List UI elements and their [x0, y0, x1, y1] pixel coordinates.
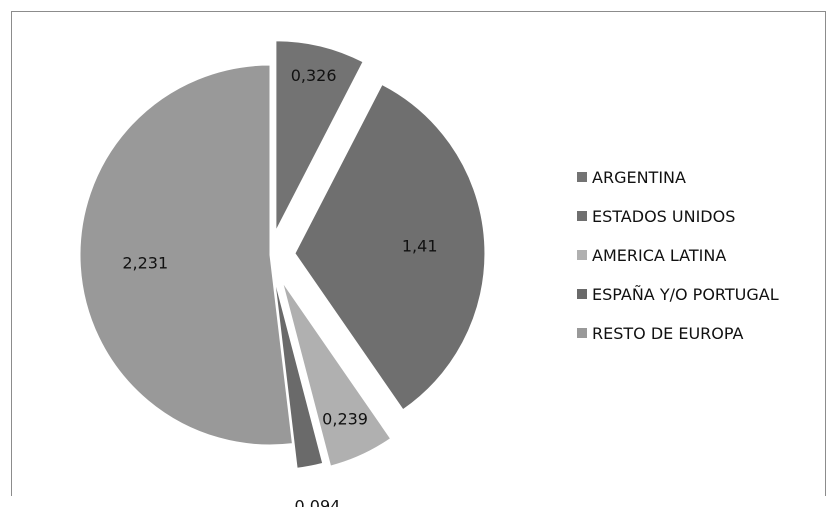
legend-swatch-estados-unidos [577, 211, 587, 221]
data-label-estados-unidos: 1,41 [402, 236, 438, 255]
data-label-espana-y-o-portugal: 0,094 [295, 497, 341, 507]
legend-swatch-espana-y-o-portugal [577, 289, 587, 299]
legend: ARGENTINA ESTADOS UNIDOS AMERICA LATINA ESP… [577, 168, 779, 343]
data-label-argentina: 0,326 [291, 66, 337, 85]
pie-slice-america-latina [282, 281, 392, 467]
legend-item-argentina: ARGENTINA [577, 168, 686, 187]
pie-slices [79, 40, 486, 469]
pie-slice-argentina [275, 40, 364, 231]
legend-label-estados-unidos: ESTADOS UNIDOS [592, 207, 735, 226]
legend-label-resto-de-europa: RESTO DE EUROPA [592, 324, 744, 343]
chart-border [11, 11, 826, 496]
legend-item-america-latina: AMERICA LATINA [577, 246, 726, 265]
pie-slice-estados-unidos [294, 83, 486, 411]
pie-slice-espana-y-o-portugal [274, 279, 324, 469]
data-label-resto-de-europa: 2,231 [122, 253, 168, 272]
legend-swatch-america-latina [577, 250, 587, 260]
legend-label-argentina: ARGENTINA [592, 168, 686, 187]
pie-data-labels: 0,326 1,41 0,239 0,094 2,231 [122, 66, 437, 507]
legend-item-estados-unidos: ESTADOS UNIDOS [577, 207, 735, 226]
legend-label-espana-y-o-portugal: ESPAÑA Y/O PORTUGAL [592, 285, 779, 304]
legend-item-resto-de-europa: RESTO DE EUROPA [577, 324, 744, 343]
legend-swatch-resto-de-europa [577, 328, 587, 338]
legend-item-espana-y-o-portugal: ESPAÑA Y/O PORTUGAL [577, 285, 779, 304]
pie-slice-resto-de-europa [79, 64, 293, 446]
legend-label-america-latina: AMERICA LATINA [592, 246, 726, 265]
legend-swatch-argentina [577, 172, 587, 182]
data-label-america-latina: 0,239 [322, 410, 368, 429]
